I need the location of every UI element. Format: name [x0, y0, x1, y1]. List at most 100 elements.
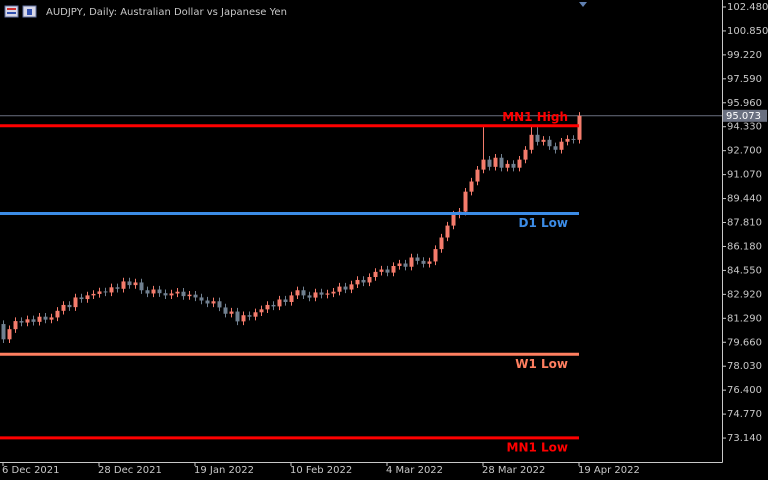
candle-body	[493, 157, 498, 167]
candle-body	[565, 138, 570, 142]
candle-body	[529, 134, 534, 150]
x-tick-label: 6 Dec 2021	[2, 465, 60, 476]
candle-body	[187, 294, 192, 297]
candle-body	[13, 321, 18, 330]
y-tick-label: 76.400	[727, 385, 762, 396]
level-label: W1 Low	[515, 357, 568, 371]
candle-body	[169, 293, 174, 296]
y-tick-label: 78.030	[727, 361, 762, 372]
candle-body	[499, 157, 504, 168]
y-tick-label: 95.960	[727, 98, 762, 109]
candle-body	[547, 139, 552, 147]
candle-body	[559, 141, 564, 150]
candle-body	[517, 159, 522, 168]
candle-body	[391, 266, 396, 273]
candle-body	[193, 294, 198, 298]
y-tick-label: 84.550	[727, 265, 762, 276]
candle-body	[259, 309, 264, 313]
last-price-label: 95.073	[726, 111, 761, 122]
y-tick-label: 82.920	[727, 289, 762, 300]
candle-body	[211, 301, 216, 304]
candle-body	[385, 269, 390, 273]
candle-body	[127, 281, 132, 286]
candle-body	[181, 291, 186, 297]
candle-body	[1, 324, 6, 340]
candle-body	[61, 304, 66, 311]
candle-body	[283, 299, 288, 303]
candle-body	[481, 159, 486, 170]
candle-body	[337, 286, 342, 292]
candle-body	[427, 261, 432, 264]
candle-body	[91, 293, 96, 296]
y-tick-label: 81.290	[727, 313, 762, 324]
last-price-tag	[723, 109, 767, 122]
candle-body	[535, 134, 540, 142]
candle-body	[97, 291, 102, 294]
candle-body	[271, 304, 276, 307]
candle-body	[103, 291, 108, 293]
candle-body	[37, 316, 42, 322]
candle-body	[25, 319, 30, 323]
candle-body	[31, 319, 36, 322]
candle-body	[73, 297, 78, 308]
candle-body	[421, 260, 426, 264]
candle-body	[367, 277, 372, 283]
y-tick-label: 94.330	[727, 122, 762, 133]
x-tick-label: 10 Feb 2022	[290, 465, 352, 476]
candle-body	[523, 149, 528, 160]
candle-body	[469, 181, 474, 192]
y-tick-label: 79.660	[727, 337, 762, 348]
candle-body	[301, 290, 306, 296]
x-tick-label: 28 Dec 2021	[98, 465, 162, 476]
y-tick-label: 89.440	[727, 194, 762, 205]
shift-marker	[579, 2, 587, 7]
candle-body	[277, 299, 282, 307]
candle-body	[475, 169, 480, 182]
y-tick-label: 100.850	[727, 26, 768, 37]
candle-body	[199, 297, 204, 301]
candle-body	[163, 293, 168, 296]
candle-body	[175, 291, 180, 294]
candle-body	[229, 311, 234, 314]
chart-title: AUDJPY, Daily: Australian Dollar vs Japa…	[46, 7, 287, 18]
candle-body	[355, 279, 360, 285]
candle-body	[241, 315, 246, 322]
candle-body	[145, 290, 150, 294]
y-tick-label: 91.070	[727, 170, 762, 181]
candle-body	[253, 312, 258, 317]
candle-body	[55, 310, 60, 318]
candle-body	[7, 329, 12, 340]
candle-body	[571, 138, 576, 140]
candle-body	[361, 279, 366, 283]
x-tick-label: 4 Mar 2022	[386, 465, 443, 476]
candle-body	[541, 139, 546, 142]
candle-body	[397, 263, 402, 267]
level-label: MN1 Low	[507, 440, 569, 454]
symbol-icon	[4, 5, 37, 18]
candle-body	[223, 307, 228, 314]
y-tick-label: 73.140	[727, 433, 762, 444]
candle-body	[313, 292, 318, 298]
candle-body	[265, 304, 270, 310]
candle-body	[487, 159, 492, 167]
candle-body	[325, 293, 330, 295]
candle-body	[49, 317, 54, 320]
candle-body	[295, 290, 300, 296]
candle-body	[331, 291, 336, 294]
candle-body	[433, 249, 438, 262]
level-label: D1 Low	[519, 216, 568, 230]
candle-body	[439, 237, 444, 250]
candle-body	[505, 163, 510, 168]
candle-body	[85, 295, 90, 300]
y-tick-label: 97.590	[727, 74, 762, 85]
candle-body	[133, 282, 138, 286]
candle-body	[247, 315, 252, 317]
candle-body	[409, 257, 414, 267]
candle-body	[19, 321, 24, 323]
candle-body	[67, 304, 72, 308]
candle-body	[157, 289, 162, 294]
candle-body	[415, 257, 420, 261]
candle-body	[139, 282, 144, 291]
y-tick-label: 86.180	[727, 241, 762, 252]
